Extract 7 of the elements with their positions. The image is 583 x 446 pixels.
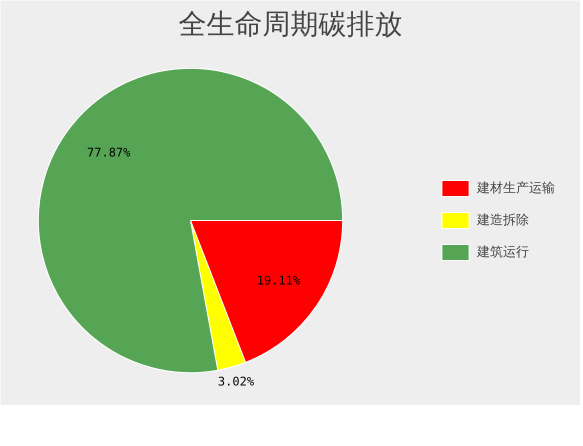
data-label: 77.87% xyxy=(87,145,132,160)
data-label: 19.11% xyxy=(256,274,301,288)
legend-label: 建材生产运输 xyxy=(477,180,555,197)
legend-label: 建造拆除 xyxy=(477,212,529,229)
chart-title: 全生命周期碳排放 xyxy=(178,8,402,40)
data-label: 3.02% xyxy=(218,374,255,389)
legend-label: 建筑运行 xyxy=(477,244,529,261)
